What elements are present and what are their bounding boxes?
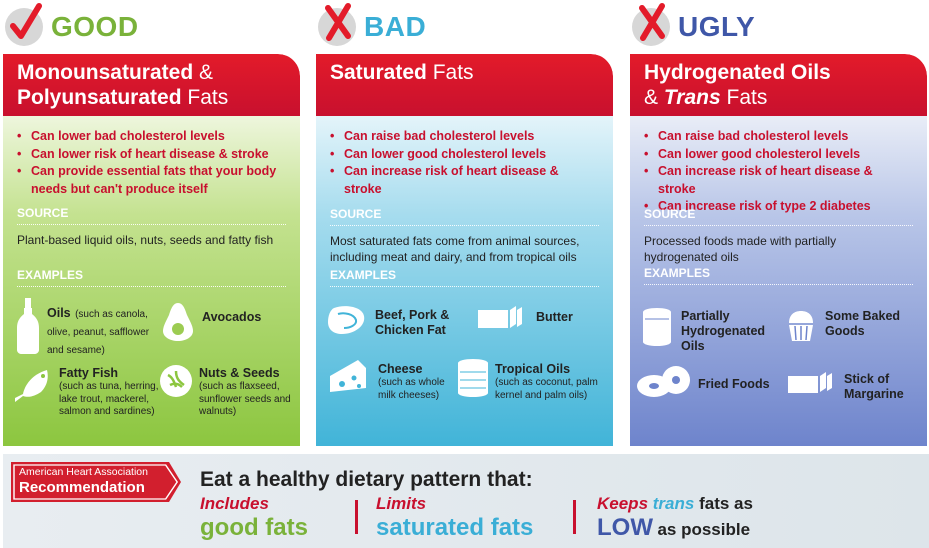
fish-icon [15, 370, 48, 402]
source-label: SOURCE [644, 207, 913, 226]
source-text: Processed foods made with partially hydr… [644, 234, 837, 264]
good-points: Can lower bad cholesterol levels Can low… [3, 116, 300, 198]
rec-trans-fats: Keeps trans fats as LOW as possible [597, 494, 753, 541]
bullet-item: Can provide essential fats that your bod… [17, 163, 286, 198]
avocado-icon [163, 303, 193, 341]
donut-icon [637, 366, 690, 397]
example-fried-foods: Fried Foods [636, 364, 776, 400]
rec-good-fats: Includes good fats [200, 494, 308, 541]
ugly-column: UGLY Hydrogenated Oils & Trans Fats Can … [630, 0, 927, 446]
bullet-item: Can increase risk of heart disease & str… [644, 163, 913, 198]
shortening-can-icon [643, 308, 671, 346]
good-card: Monounsaturated & Polyunsaturated Fats C… [3, 54, 300, 446]
bad-column: BAD Saturated Fats Can raise bad cholest… [316, 0, 613, 446]
source-text: Most saturated fats come from animal sou… [330, 234, 580, 264]
example-tropical-oils: Tropical Oils (such as coconut, palm ker… [457, 358, 609, 402]
examples-label: EXAMPLES [644, 266, 913, 285]
divider [573, 500, 576, 534]
example-butter: Butter [478, 306, 603, 330]
oil-can-icon [458, 359, 488, 397]
good-column: GOOD Monounsaturated & Polyunsaturated F… [3, 0, 300, 446]
bullet-item: Can increase risk of type 2 diabetes [644, 198, 913, 216]
cupcake-icon [789, 311, 813, 341]
example-nuts-seeds: Nuts & Seeds (such as flaxseed, sunflowe… [159, 364, 294, 419]
bad-card-title: Saturated Fats [316, 54, 613, 116]
bullet-item: Can increase risk of heart disease & str… [330, 163, 599, 198]
aha-recommendation-tag: American Heart Association Recommendatio… [11, 462, 181, 502]
ugly-points: Can raise bad cholesterol levels Can low… [630, 116, 927, 216]
ugly-label: UGLY [678, 11, 756, 42]
example-meat-fat: Beef, Pork & Chicken Fat [328, 304, 468, 338]
ugly-card-title: Hydrogenated Oils & Trans Fats [630, 54, 927, 116]
bullet-item: Can lower good cholesterol levels [330, 146, 599, 164]
bad-verdict: BAD [318, 3, 427, 50]
recommendation-banner: American Heart Association Recommendatio… [3, 454, 929, 548]
margarine-icon [788, 372, 832, 393]
source-label: SOURCE [17, 206, 286, 225]
examples-label: EXAMPLES [330, 268, 599, 287]
steak-icon [328, 306, 365, 334]
divider [355, 500, 358, 534]
x-mark-icon [632, 3, 670, 46]
banner-headline: Eat a healthy dietary pattern that: [200, 468, 533, 491]
x-mark-icon [318, 3, 356, 46]
butter-icon [478, 306, 522, 328]
cheese-icon [330, 360, 366, 392]
recommendation-label: Recommendation [19, 479, 145, 496]
bullet-item: Can raise bad cholesterol levels [330, 128, 599, 146]
example-oils: Oils (such as canola, olive, peanut, saf… [17, 298, 167, 358]
oil-bottle-icon [17, 298, 39, 354]
examples-label: EXAMPLES [17, 268, 286, 287]
bullet-item: Can lower bad cholesterol levels [17, 128, 286, 146]
example-cheese: Cheese (such as whole milk cheeses) [328, 358, 463, 402]
bad-label: BAD [364, 11, 427, 42]
good-card-title: Monounsaturated & Polyunsaturated Fats [3, 54, 300, 116]
example-margarine: Stick of Margarine [788, 372, 923, 402]
walnut-icon [160, 365, 192, 397]
bad-points: Can raise bad cholesterol levels Can low… [316, 116, 613, 198]
good-verdict: GOOD [5, 3, 139, 50]
source-label: SOURCE [330, 207, 599, 226]
example-baked-goods: Some Baked Goods [786, 309, 926, 341]
good-label: GOOD [51, 11, 139, 42]
example-fatty-fish: Fatty Fish (such as tuna, herring, lake … [13, 364, 168, 419]
bullet-item: Can lower risk of heart disease & stroke [17, 146, 286, 164]
ugly-card: Hydrogenated Oils & Trans Fats Can raise… [630, 54, 927, 446]
example-avocados: Avocados [163, 302, 293, 342]
example-partially-hydrogenated-oils: Partially Hydrogenated Oils [642, 307, 782, 354]
bullet-item: Can raise bad cholesterol levels [644, 128, 913, 146]
ugly-verdict: UGLY [632, 3, 756, 50]
bullet-item: Can lower good cholesterol levels [644, 146, 913, 164]
rec-saturated-fats: Limits saturated fats [376, 494, 534, 541]
org-name: American Heart Association [19, 466, 148, 478]
bad-card: Saturated Fats Can raise bad cholesterol… [316, 54, 613, 446]
checkmark-icon [5, 3, 43, 46]
source-text: Plant-based liquid oils, nuts, seeds and… [17, 233, 274, 247]
